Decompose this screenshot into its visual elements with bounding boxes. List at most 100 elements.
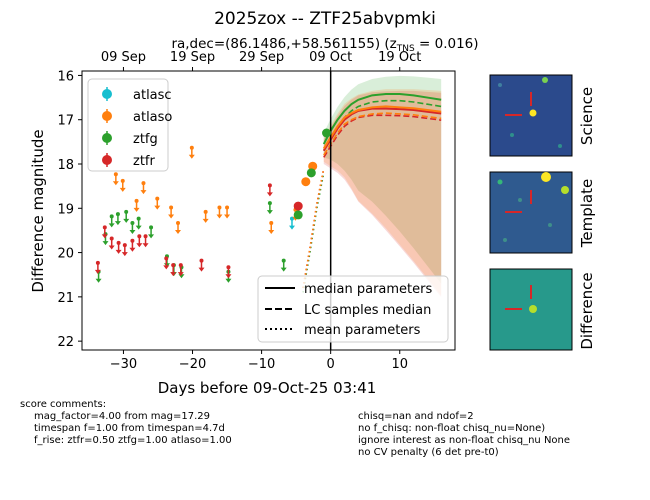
y-tick-label: 21 — [57, 291, 74, 306]
upper-limit-arrow-ztfr — [101, 234, 108, 239]
upper-limit-cap-ztfr — [267, 183, 272, 188]
y-tick-label: 17 — [57, 114, 74, 129]
upper-limit-arrow-ztfr — [163, 265, 170, 270]
x-tick-label: −20 — [179, 357, 206, 372]
model-samples-ztfg — [323, 99, 442, 152]
upper-limit-arrow-ztfg — [266, 210, 273, 215]
comment-right-line: no f_chisq: non-float chisq_nu=None) — [358, 423, 545, 434]
upper-limit-cap-ztfr — [171, 263, 176, 268]
template-image — [489, 171, 573, 254]
upper-limit-cap-ztfr — [95, 260, 100, 265]
x-tick-label: −10 — [248, 357, 275, 372]
upper-limit-cap-atlasc — [289, 216, 294, 221]
top-tick-label: 29 Sep — [239, 50, 284, 65]
comment-left-line: f_rise: ztfr=0.50 ztfg=1.00 atlaso=1.00 — [34, 435, 232, 446]
model-median-atlaso — [322, 105, 442, 150]
upper-limit-cap-atlaso — [176, 221, 181, 225]
upper-limit-cap-ztfr — [164, 256, 169, 261]
upper-limit-arrow-ztfg — [178, 274, 185, 279]
band-ztfr — [323, 90, 442, 298]
upper-limit-arrow-ztfr — [170, 272, 177, 277]
detection-ztfg — [306, 168, 316, 178]
upper-limit-cap-atlaso — [120, 178, 125, 183]
upper-limit-arrow-ztfg — [114, 221, 121, 226]
cutout-label-difference: Difference — [578, 272, 596, 349]
x-tick-label: 10 — [391, 357, 408, 372]
axes: −30 −20 −10 0 10 16 17 18 19 20 21 22 09 Sep 19 Sep 29… — [57, 50, 421, 372]
comment-left-line: timespan f=1.00 from timespan=4.7d — [34, 423, 225, 434]
comment-right-line: chisq=nan and ndof=2 — [358, 411, 474, 422]
comment-left-line: mag_factor=4.00 from mag=17.29 — [34, 411, 210, 422]
upper-limit-arrow-atlaso — [133, 207, 140, 212]
upper-limit-arrow-ztfg — [95, 278, 102, 283]
upper-limit-arrow-ztfr — [129, 247, 136, 252]
upper-limit-arrow-ztfg — [102, 241, 109, 246]
model-samples-atlaso — [323, 112, 442, 156]
cutout-label-template: Template — [578, 179, 596, 248]
legend-label-ztfr: ztfr — [133, 154, 155, 169]
upper-limit-arrow-ztfr — [266, 192, 273, 197]
model-samples-ztfr — [323, 114, 442, 158]
top-tick-label: 19 Oct — [378, 50, 421, 65]
detection-ztfg — [322, 128, 332, 138]
score-comments: score comments: mag_factor=4.00 from mag… — [20, 399, 570, 458]
legend-label-atlaso: atlaso — [133, 110, 172, 125]
detection-atlaso — [301, 177, 311, 187]
legend-marker-ztfr — [102, 155, 112, 165]
y-tick-label: 22 — [57, 335, 74, 350]
upper-limit-cap-ztfg — [130, 221, 135, 225]
upper-limit-cap-ztfg — [109, 214, 114, 219]
upper-limit-arrow-atlaso — [188, 154, 195, 159]
legend-marker-ztfg — [102, 133, 112, 143]
upper-limit-arrow-ztfr — [198, 267, 205, 272]
legend-mean-label: mean parameters — [304, 323, 421, 338]
chart-subtitle: ra,dec=(86.1486,+58.561155) (zTNS = 0.01… — [171, 36, 478, 54]
upper-limit-cap-ztfr — [199, 258, 204, 263]
detection-ztfg — [293, 210, 303, 220]
plot-frame — [81, 70, 456, 351]
upper-limit-cap-atlaso — [269, 221, 274, 225]
upper-limit-arrow-ztfg — [108, 223, 115, 228]
upper-limit-cap-ztfr — [122, 243, 127, 248]
upper-limit-cap-ztfr — [130, 238, 135, 243]
y-tick-label: 18 — [57, 158, 74, 173]
chart-title: 2025zox -- ZTF25abvpmki — [214, 9, 436, 29]
model-mean-atlaso — [302, 168, 325, 289]
x-tick-label: −30 — [110, 357, 137, 372]
upper-limit-arrow-atlaso — [112, 181, 119, 186]
upper-limit-arrow-ztfg — [135, 225, 142, 230]
upper-limit-arrow-atlaso — [268, 230, 275, 234]
model-median-ztfr — [322, 107, 442, 152]
upper-limit-cap-ztfg — [136, 216, 141, 221]
upper-limit-arrow-atlasc — [288, 225, 295, 230]
upper-limit-arrow-ztfg — [129, 230, 136, 234]
detection-ztfr — [293, 201, 303, 211]
upper-limit-cap-ztfr — [137, 234, 142, 239]
cutout-template: Template — [489, 171, 596, 254]
difference-image — [489, 268, 573, 351]
cutout-science: Science — [489, 74, 596, 157]
upper-limit-cap-ztfg — [267, 201, 272, 206]
upper-limit-cap-ztfr — [109, 236, 114, 241]
upper-limit-cap-ztfr — [102, 225, 107, 230]
upper-limit-arrow-atlaso — [224, 214, 231, 219]
legend-samples-label: LC samples median — [304, 303, 431, 318]
comment-right-line: no CV penalty (6 det pre-t0) — [358, 447, 499, 458]
legend-median-label: median parameters — [304, 282, 432, 297]
top-tick-label: 19 Sep — [170, 50, 215, 65]
y-tick-label: 20 — [57, 247, 74, 262]
upper-limit-cap-atlaso — [225, 205, 230, 210]
x-tick-label: 0 — [327, 357, 335, 372]
upper-limit-arrow-ztfr — [115, 249, 122, 254]
legend-label-atlasc: atlasc — [133, 88, 172, 103]
data-points — [94, 128, 332, 283]
upper-limit-cap-ztfr — [226, 265, 231, 270]
band-legend: atlasc atlaso ztfg ztfr — [87, 78, 172, 172]
legend-label-ztfg: ztfg — [133, 132, 158, 147]
upper-limit-arrow-atlaso — [202, 218, 209, 223]
top-tick-label: 09 Sep — [101, 50, 146, 65]
upper-limit-cap-atlaso — [113, 172, 118, 177]
legend-marker-atlaso — [102, 111, 112, 121]
y-axis-label: Difference magnitude — [29, 129, 47, 292]
